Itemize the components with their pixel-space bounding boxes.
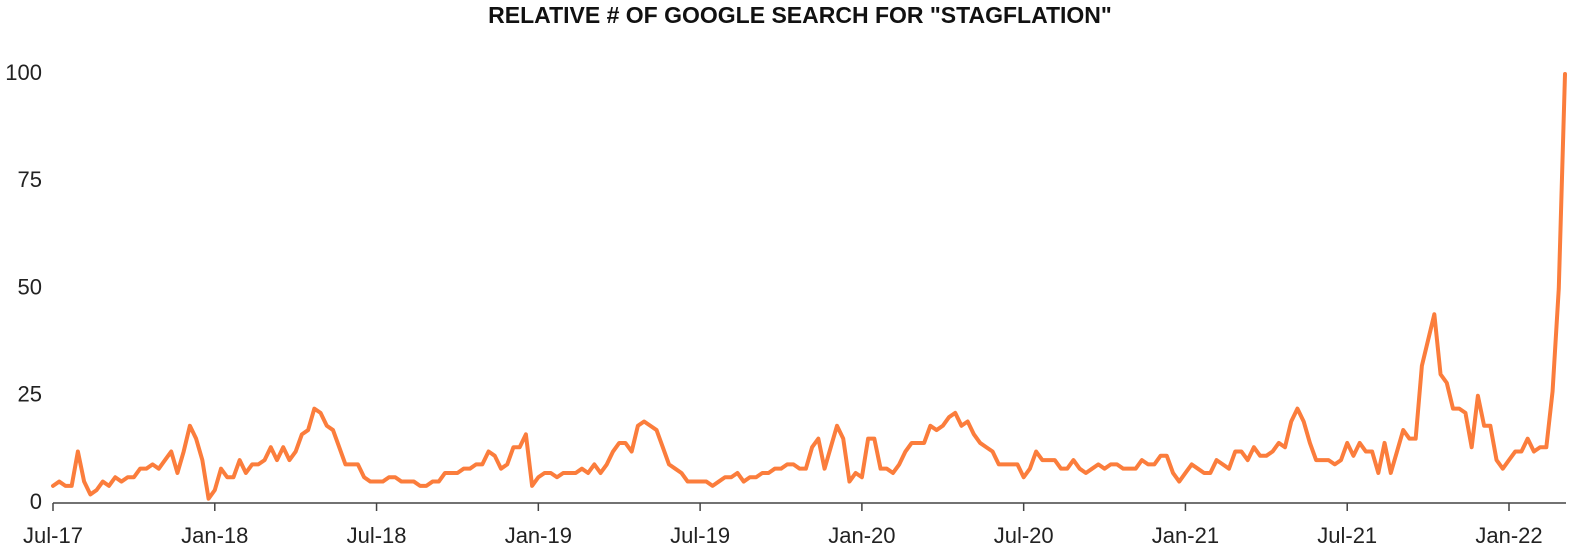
y-tick-label: 50 (18, 274, 42, 299)
chart-title: RELATIVE # OF GOOGLE SEARCH FOR "STAGFLA… (488, 2, 1112, 28)
y-tick-label: 25 (18, 382, 42, 407)
x-tick-label: Jan-21 (1152, 523, 1219, 548)
y-tick-label: 75 (18, 167, 42, 192)
x-tick-label: Jan-19 (505, 523, 572, 548)
x-tick-label: Jan-20 (828, 523, 895, 548)
y-tick-label: 0 (30, 489, 42, 514)
line (51, 72, 1567, 501)
x-tick-label: Jan-18 (181, 523, 248, 548)
x-tick-label: Jul-17 (23, 523, 83, 548)
x-tick-label: Jan-22 (1475, 523, 1542, 548)
x-tick-label: Jul-19 (670, 523, 730, 548)
x-tick-label: Jul-21 (1317, 523, 1377, 548)
x-tick-label: Jul-20 (994, 523, 1054, 548)
x-tick-label: Jul-18 (347, 523, 407, 548)
y-tick-label: 100 (5, 60, 42, 85)
